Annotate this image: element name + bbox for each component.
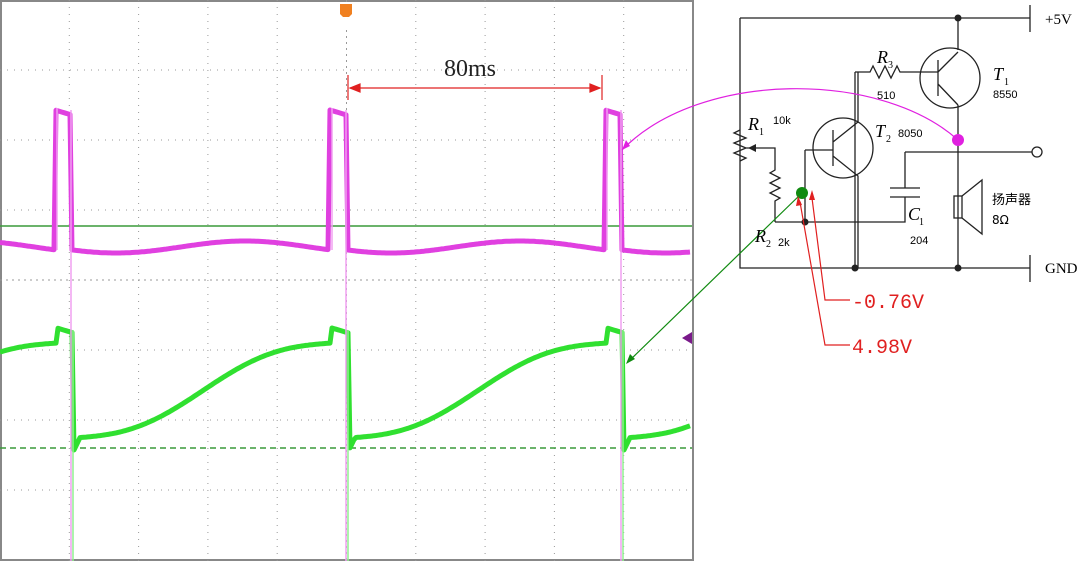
voltage-annotation: 4.98V [852, 337, 912, 360]
component-symbol: R [754, 226, 766, 246]
component-value: 8550 [993, 89, 1017, 101]
component-index: 2 [886, 134, 891, 145]
component-value: 10k [773, 115, 791, 127]
component-value: 8050 [898, 128, 922, 140]
speaker-label: 扬声器 [992, 193, 1031, 208]
level-marker [682, 332, 692, 344]
trigger-label: T [342, 15, 351, 29]
component-symbol: T [993, 64, 1005, 84]
time-span: 80ms [444, 56, 496, 82]
component-index: 3 [888, 60, 893, 71]
component-symbol: R [876, 47, 888, 67]
span-arrow [347, 75, 603, 100]
component-index: 1 [919, 217, 924, 228]
component-value: 2k [778, 237, 790, 249]
component-index: 1 [759, 127, 764, 138]
component-value: 510 [877, 90, 895, 102]
component-symbol: C [908, 204, 921, 224]
component-value: 204 [910, 235, 928, 247]
component-index: 1 [1004, 77, 1009, 88]
voltage-annotation: -0.76V [852, 292, 924, 315]
scope-grid [0, 0, 693, 561]
waveforms [0, 107, 691, 561]
magenta-trace [0, 107, 691, 256]
component-symbol: R [747, 114, 759, 134]
supply-label: +5V [1045, 12, 1072, 28]
trigger-marker [340, 4, 352, 20]
ground-label: GND [1045, 261, 1078, 277]
speaker-value: 8Ω [992, 213, 1009, 227]
component-symbol: T [875, 121, 887, 141]
component-index: 2 [766, 239, 771, 250]
green-trace [0, 325, 691, 453]
